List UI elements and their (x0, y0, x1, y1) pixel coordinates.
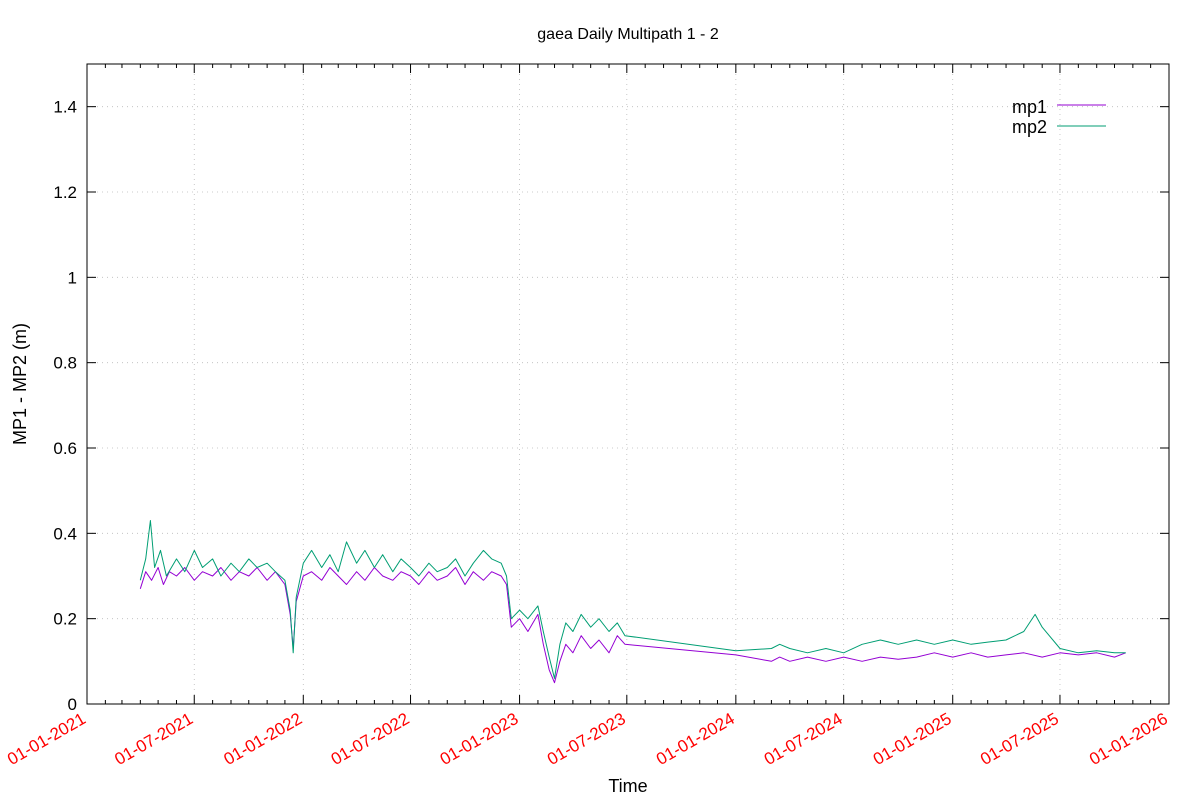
axis-ticks (86, 64, 1170, 705)
legend-label-mp1: mp1 (1012, 97, 1047, 117)
y-tick-label: 1.2 (53, 183, 77, 202)
x-axis-label: Time (608, 776, 647, 796)
y-tick-label: 0.4 (53, 524, 77, 543)
y-tick-label: 0.2 (53, 610, 77, 629)
y-axis-label: MP1 - MP2 (m) (10, 323, 30, 445)
y-tick-label: 0.8 (53, 354, 77, 373)
plot-frame (86, 63, 1170, 705)
series-line-mp1 (139, 567, 1126, 684)
y-tick-label: 1 (68, 268, 77, 287)
legend-label-mp2: mp2 (1012, 117, 1047, 137)
y-tick-label: 0 (68, 695, 77, 714)
grid-lines (87, 64, 1169, 704)
series-line-mp2 (139, 520, 1126, 679)
y-tick-label: 0.6 (53, 439, 77, 458)
chart-title: gaea Daily Multipath 1 - 2 (537, 26, 719, 43)
series-lines (139, 520, 1126, 684)
legend: mp1 mp2 (1012, 97, 1106, 137)
y-tick-label: 1.4 (53, 98, 77, 117)
